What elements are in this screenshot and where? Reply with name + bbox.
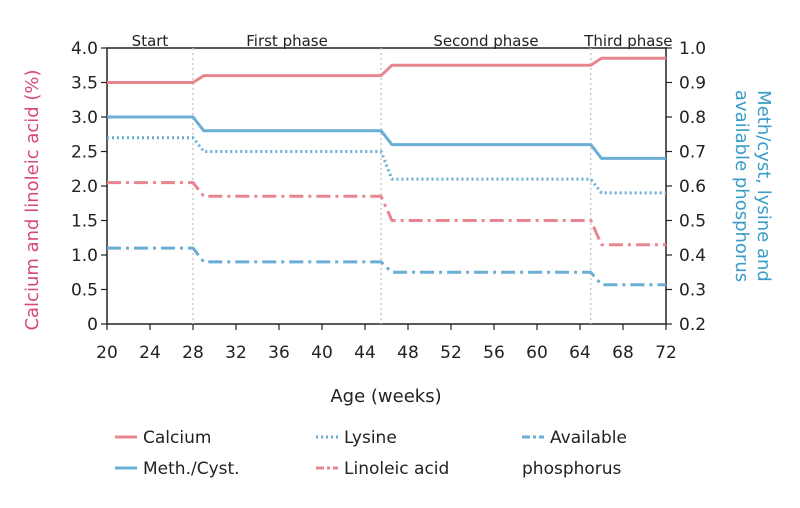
x-tick-label-44: 44 [354, 343, 376, 363]
y-left-tick-label-2-0: 2.0 [71, 177, 98, 197]
y-right-axis-title-line-1: Meth/cyst, lysine and [753, 90, 774, 282]
plot-frame [106, 47, 667, 325]
legend-label-calcium: Calcium [143, 428, 211, 448]
y-right-tick-label-0-9: 0.9 [679, 74, 706, 94]
y-left-axis-ticks: 0 0.5 1.0 1.5 2.0 2.5 3.0 3.5 4.0 [71, 39, 107, 335]
x-tick-label-48: 48 [397, 343, 419, 363]
y-right-axis-ticks: 0.2 0.3 0.4 0.5 0.6 0.7 0.8 0.9 1.0 [666, 39, 706, 335]
x-tick-label-68: 68 [612, 343, 634, 363]
y-right-axis-title: Meth/cyst, lysine and available phosphor… [731, 90, 774, 282]
series-line-available-phosphorus [107, 246, 666, 287]
series-layer [107, 56, 666, 287]
series-line-lysine [107, 136, 666, 195]
x-axis-title: Age (weeks) [330, 386, 441, 407]
phase-labels: Start First phase Second phase Third phase [132, 32, 673, 50]
y-left-tick-label-0: 0 [87, 315, 98, 335]
legend-item-available: Available phosphorus [522, 428, 627, 479]
y-right-tick-label-0-3: 0.3 [679, 281, 706, 301]
legend-label-linoleic-acid: Linoleic acid [344, 459, 449, 479]
x-tick-label-72: 72 [655, 343, 677, 363]
y-left-tick-label-3-5: 3.5 [71, 74, 98, 94]
y-right-tick-label-0-7: 0.7 [679, 143, 706, 163]
y-left-tick-label-0-5: 0.5 [71, 281, 98, 301]
legend-item-linoleic-acid: Linoleic acid [316, 459, 449, 479]
y-right-tick-label-0-2: 0.2 [679, 315, 706, 335]
phase-label-second-phase: Second phase [433, 32, 538, 50]
phase-label-first-phase: First phase [246, 32, 328, 50]
legend-label-phosphorus: phosphorus [522, 459, 622, 479]
legend-item-meth-cyst: Meth./Cyst. [115, 459, 240, 479]
x-tick-label-24: 24 [139, 343, 161, 363]
y-left-axis-title: Calcium and linoleic acid (%) [22, 69, 43, 330]
x-tick-label-32: 32 [225, 343, 247, 363]
legend-label-lysine: Lysine [344, 428, 397, 448]
x-tick-label-52: 52 [440, 343, 462, 363]
x-tick-label-40: 40 [311, 343, 333, 363]
x-axis-ticks: 20 24 28 32 36 40 44 48 52 56 60 64 68 72 [96, 324, 677, 363]
phase-dividers [192, 48, 592, 324]
legend: Calcium Lysine Available phosphorus Meth./Cy… [115, 428, 627, 479]
x-tick-label-28: 28 [182, 343, 204, 363]
phase-label-start: Start [132, 32, 169, 50]
x-tick-label-64: 64 [569, 343, 591, 363]
y-right-tick-label-0-6: 0.6 [679, 177, 706, 197]
legend-item-calcium: Calcium [115, 428, 211, 448]
series-line-calcium [107, 56, 666, 84]
x-tick-label-56: 56 [483, 343, 505, 363]
y-right-tick-label-1-0: 1.0 [679, 39, 706, 59]
phase-label-third-phase: Third phase [583, 32, 672, 50]
legend-item-lysine: Lysine [316, 428, 397, 448]
y-right-tick-label-0-5: 0.5 [679, 212, 706, 232]
y-left-tick-label-3-0: 3.0 [71, 108, 98, 128]
y-right-tick-label-0-8: 0.8 [679, 108, 706, 128]
series-line-meth-cyst [107, 115, 666, 160]
legend-label-available: Available [550, 428, 627, 448]
y-left-tick-label-1-0: 1.0 [71, 246, 98, 266]
x-tick-label-20: 20 [96, 343, 118, 363]
y-left-tick-label-2-5: 2.5 [71, 143, 98, 163]
y-right-tick-label-0-4: 0.4 [679, 246, 706, 266]
y-left-tick-label-4-0: 4.0 [71, 39, 98, 59]
y-left-tick-label-1-5: 1.5 [71, 212, 98, 232]
x-tick-label-60: 60 [526, 343, 548, 363]
series-line-linoleic-acid [107, 181, 666, 247]
x-tick-label-36: 36 [268, 343, 290, 363]
y-right-axis-title-line-2: available phosphorus [731, 90, 752, 282]
legend-label-meth-cyst: Meth./Cyst. [143, 459, 240, 479]
